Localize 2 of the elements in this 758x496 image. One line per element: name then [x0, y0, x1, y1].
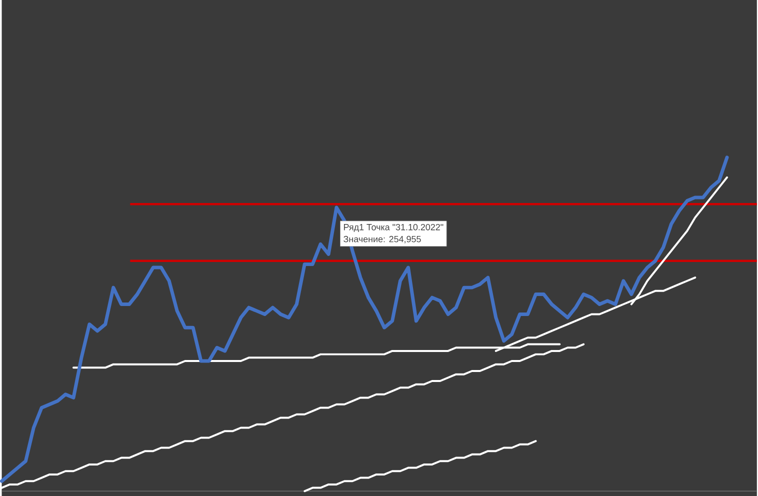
annotation: Значение: 254,955 — [344, 236, 421, 244]
annotation: Ряд1 Точка "31.10.2022" — [344, 224, 444, 232]
